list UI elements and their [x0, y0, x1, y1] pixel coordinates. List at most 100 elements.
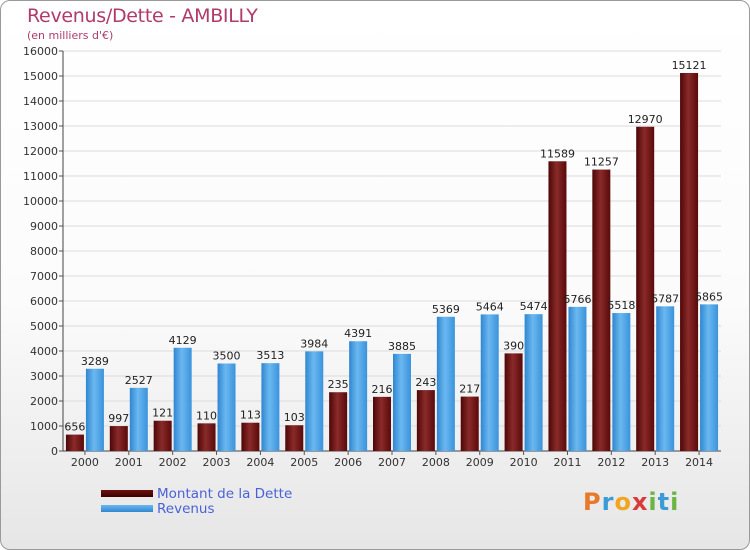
x-tick-label: 2006: [334, 456, 362, 469]
data-labels: 656 997 121 110 113 103 235 216 243 217 390 11589 11…: [64, 59, 723, 434]
y-tick-label: 16000: [23, 45, 58, 58]
bar-dette: [416, 390, 435, 451]
bar-revenus: [85, 368, 104, 451]
data-label: 243: [415, 376, 436, 389]
bar-revenus: [349, 341, 368, 451]
data-label: 4391: [344, 327, 372, 340]
y-tick-label: 8000: [30, 245, 58, 258]
data-label: 3513: [256, 349, 284, 362]
logo-letter: r: [601, 488, 615, 516]
x-tick-label: 2007: [378, 456, 406, 469]
data-label: 4129: [169, 334, 197, 347]
data-label: 217: [459, 383, 480, 396]
x-tick-label: 2011: [553, 456, 581, 469]
logo-letter: i: [648, 488, 658, 516]
bar-dette: [241, 422, 260, 451]
bar-dette: [548, 161, 567, 451]
bar-revenus: [656, 306, 675, 451]
y-tick-label: 13000: [23, 120, 58, 133]
y-tick-label: 2000: [30, 395, 58, 408]
legend-swatch-debt: [101, 490, 153, 497]
bar-dette: [329, 392, 348, 451]
y-tick-label: 12000: [23, 145, 58, 158]
data-label: 3289: [81, 355, 109, 368]
bar-revenus: [261, 363, 280, 451]
x-tick-label: 2008: [422, 456, 450, 469]
bar-dette: [373, 396, 391, 451]
data-label: 121: [152, 407, 173, 420]
logo-letter: P: [583, 488, 602, 516]
data-label: 5474: [520, 300, 548, 313]
bar-dette: [65, 434, 84, 451]
bar-dette: [680, 72, 699, 451]
bar-revenus: [436, 316, 455, 451]
data-label: 216: [372, 383, 393, 396]
chart-title: Revenus/Dette - AMBILLY: [27, 5, 258, 27]
x-tick-label: 2003: [203, 456, 231, 469]
data-label: 5865: [695, 290, 723, 303]
bar-revenus: [612, 313, 631, 451]
x-tick-label: 2014: [685, 456, 713, 469]
bar-dette: [153, 420, 172, 451]
data-label: 11257: [584, 156, 619, 169]
logo-letter: i: [670, 488, 680, 516]
data-label: 235: [328, 378, 349, 391]
y-tick-label: 6000: [30, 295, 58, 308]
bar-revenus: [129, 387, 148, 451]
data-label: 5369: [432, 303, 460, 316]
y-tick-label: 3000: [30, 370, 58, 383]
proxiti-logo: Proxiti: [583, 488, 679, 516]
grid-lines: [63, 50, 721, 452]
x-tick-label: 2004: [246, 456, 274, 469]
y-tick-label: 9000: [30, 220, 58, 233]
data-label: 3984: [300, 337, 328, 350]
bar-dette: [285, 425, 304, 451]
data-label: 12970: [628, 113, 663, 126]
data-label: 110: [196, 409, 217, 422]
chart-subtitle: (en milliers d'€): [27, 29, 114, 42]
bar-revenus: [305, 351, 324, 451]
legend-swatch-revenus: [101, 505, 153, 512]
y-tick-label: 14000: [23, 95, 58, 108]
bar-revenus: [568, 306, 587, 451]
bar-revenus: [393, 353, 411, 451]
data-label: 656: [64, 421, 85, 434]
data-label: 997: [108, 412, 129, 425]
x-tick-label: 2009: [466, 456, 494, 469]
x-tick-label: 2001: [115, 456, 143, 469]
data-label: 15121: [672, 59, 707, 72]
data-label: 3500: [213, 350, 241, 363]
data-label: 5518: [607, 299, 635, 312]
bar-revenus: [480, 314, 499, 451]
bar-dette: [109, 426, 128, 451]
legend-label-revenus: Revenus: [157, 501, 215, 517]
data-label: 103: [284, 411, 305, 424]
data-label: 113: [240, 409, 261, 422]
logo-letter: x: [631, 488, 649, 516]
y-tick-label: 7000: [30, 270, 58, 283]
x-tick-label: 2010: [510, 456, 538, 469]
y-tick-label: 4000: [30, 345, 58, 358]
bar-dette: [504, 353, 523, 451]
x-tick-label: 2005: [290, 456, 318, 469]
axes: 0 1000 2000 3000 4000 5000 6000 7000 8000 9000 100…: [23, 45, 721, 469]
x-tick-label: 2013: [641, 456, 669, 469]
x-tick-label: 2012: [597, 456, 625, 469]
x-tick-label: 2002: [159, 456, 187, 469]
x-tick-label: 2000: [71, 456, 99, 469]
bar-revenus: [173, 347, 192, 451]
y-tick-label: 15000: [23, 70, 58, 83]
y-tick-label: 10000: [23, 195, 58, 208]
bar-dette: [460, 396, 479, 451]
bar-revenus: [217, 363, 236, 451]
y-tick-label: 1000: [30, 420, 58, 433]
y-tick-label: 5000: [30, 320, 58, 333]
data-label: 3885: [388, 340, 416, 353]
data-label: 390: [503, 339, 524, 352]
bars: [65, 72, 719, 451]
data-label: 5464: [476, 300, 504, 313]
data-label: 11589: [540, 147, 575, 160]
logo-letter: o: [614, 488, 632, 516]
